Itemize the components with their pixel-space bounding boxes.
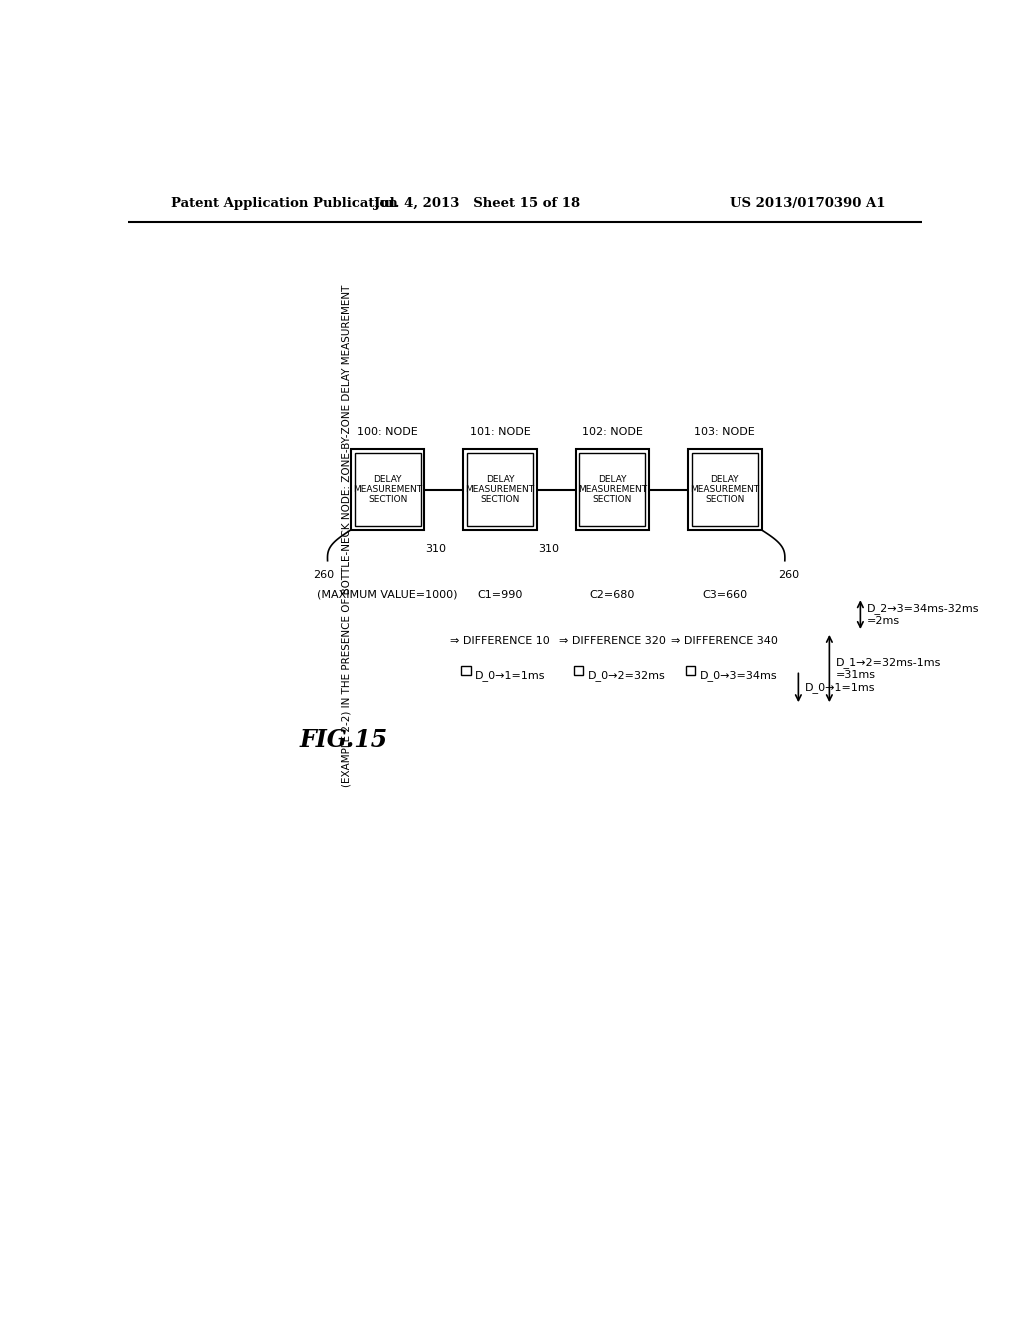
Text: C1=990: C1=990	[477, 590, 522, 599]
Text: D_0→2=32ms: D_0→2=32ms	[588, 669, 666, 681]
Text: 310: 310	[538, 544, 559, 554]
Bar	[463, 449, 537, 529]
Bar	[580, 453, 645, 527]
Text: DELAY
MEASUREMENT
SECTION: DELAY MEASUREMENT SECTION	[353, 475, 422, 504]
Text: 101: NODE: 101: NODE	[470, 428, 530, 437]
Text: DELAY
MEASUREMENT
SECTION: DELAY MEASUREMENT SECTION	[690, 475, 760, 504]
Text: FIG.15: FIG.15	[300, 727, 388, 752]
Bar	[461, 665, 471, 675]
Text: (EXAMPLE 2-2) IN THE PRESENCE OF BOTTLE-NECK NODE: ZONE-BY-ZONE DELAY MEASUREMEN: (EXAMPLE 2-2) IN THE PRESENCE OF BOTTLE-…	[342, 285, 351, 787]
Text: ⇒ DIFFERENCE 340: ⇒ DIFFERENCE 340	[672, 636, 778, 645]
Text: C3=660: C3=660	[702, 590, 748, 599]
Text: D_0→3=34ms: D_0→3=34ms	[700, 669, 777, 681]
Text: US 2013/0170390 A1: US 2013/0170390 A1	[730, 197, 886, 210]
Bar	[688, 449, 762, 529]
Bar	[692, 453, 758, 527]
Text: ⇒ DIFFERENCE 320: ⇒ DIFFERENCE 320	[559, 636, 666, 645]
Text: D_2→3=34ms-32ms
=2ms: D_2→3=34ms-32ms =2ms	[866, 603, 979, 626]
Text: 260: 260	[778, 570, 800, 579]
Text: 100: NODE: 100: NODE	[357, 428, 418, 437]
Bar	[573, 665, 583, 675]
Text: D_0→1=1ms: D_0→1=1ms	[475, 669, 546, 681]
Text: C2=680: C2=680	[590, 590, 635, 599]
Bar	[575, 449, 649, 529]
Text: 310: 310	[426, 544, 446, 554]
Text: DELAY
MEASUREMENT
SECTION: DELAY MEASUREMENT SECTION	[466, 475, 535, 504]
Text: Patent Application Publication: Patent Application Publication	[171, 197, 397, 210]
Bar	[354, 453, 421, 527]
Text: D_0→1=1ms: D_0→1=1ms	[805, 682, 876, 693]
Text: ⇒ DIFFERENCE 10: ⇒ DIFFERENCE 10	[451, 636, 550, 645]
Bar	[467, 453, 532, 527]
Text: 260: 260	[313, 570, 334, 579]
Bar	[686, 665, 695, 675]
Text: Jul. 4, 2013   Sheet 15 of 18: Jul. 4, 2013 Sheet 15 of 18	[374, 197, 580, 210]
Text: 102: NODE: 102: NODE	[582, 428, 643, 437]
Text: (MAXIMUM VALUE=1000): (MAXIMUM VALUE=1000)	[317, 590, 458, 599]
Text: D_1→2=32ms-1ms
=31ms: D_1→2=32ms-1ms =31ms	[836, 657, 941, 680]
Bar	[351, 449, 424, 529]
Text: DELAY
MEASUREMENT
SECTION: DELAY MEASUREMENT SECTION	[578, 475, 647, 504]
Text: 103: NODE: 103: NODE	[694, 428, 755, 437]
